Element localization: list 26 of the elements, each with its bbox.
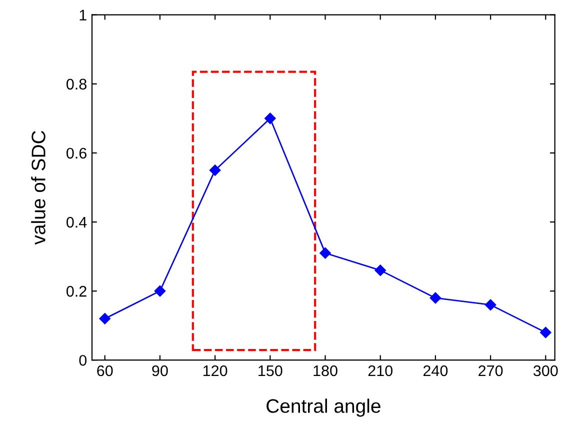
point (99, 313, 110, 324)
point (540, 326, 552, 338)
x-tick-label: 150 (258, 365, 282, 376)
x-tick-label: 300 (533, 365, 558, 376)
y-tick-label: 0.2 (66, 286, 86, 297)
x-axis-title: Central angle (266, 398, 380, 417)
point (484, 299, 496, 310)
point (430, 292, 442, 304)
x-tick-label: 270 (478, 365, 503, 376)
y-tick-label: 0.6 (66, 148, 86, 159)
x-tick-label: 120 (203, 365, 228, 376)
y-tick-label: 0.8 (66, 78, 86, 90)
y-tick-label: 0.4 (66, 216, 87, 228)
point (154, 285, 166, 297)
point (264, 112, 276, 124)
point (374, 264, 386, 276)
x-tick-label: 60 (97, 365, 113, 376)
point (320, 247, 331, 259)
x-tick-label: 180 (314, 365, 338, 376)
x-tick-label: 90 (152, 365, 168, 376)
y-tick-label: 0 (79, 354, 87, 366)
point (209, 164, 221, 176)
x-tick-label: 240 (423, 365, 448, 376)
y-axis-title: value of SDC (31, 130, 46, 245)
x-tick-label: 210 (368, 365, 392, 376)
y-tick-label: 1 (80, 10, 86, 20)
